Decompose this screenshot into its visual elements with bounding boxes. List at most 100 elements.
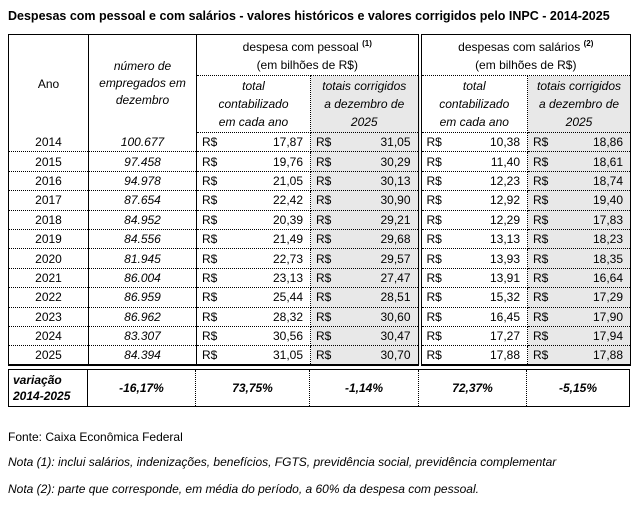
pessoal-corrigido-cell: R$ 30,13 xyxy=(310,171,422,192)
amount-value: 22,73 xyxy=(272,251,303,266)
currency-symbol: R$ xyxy=(533,348,549,363)
amount-value: 18,61 xyxy=(592,154,624,169)
currency-symbol: R$ xyxy=(202,309,218,324)
currency-symbol: R$ xyxy=(533,270,549,285)
salarios-corrigido-cell: R$ 16,64 xyxy=(527,268,631,289)
variation-pessoal-total: 73,75% xyxy=(196,370,310,407)
currency-symbol: R$ xyxy=(426,212,442,227)
note-2: Nota (2): parte que corresponde, em médi… xyxy=(8,481,479,496)
variation-employees: -16,17% xyxy=(88,370,196,407)
employees-cell: 81.945 xyxy=(88,248,197,269)
amount-value: 30,56 xyxy=(272,329,303,344)
table-row: 2014 100.677 R$ 17,87 R$ 31,05 R$ 10,38 R$ 18,86 xyxy=(8,132,631,153)
amount-value: 27,47 xyxy=(380,270,411,285)
currency-symbol: R$ xyxy=(533,154,549,169)
table-row: 2017 87.654 R$ 22,42 R$ 30,90 R$ 12,92 R$ 19,40 xyxy=(8,190,631,211)
table-row: 2024 83.307 R$ 30,56 R$ 30,47 R$ 17,27 R$ 17,94 xyxy=(8,326,631,347)
amount-value: 23,13 xyxy=(272,270,303,285)
currency-symbol: R$ xyxy=(533,193,549,208)
header-employees-line3: dezembro xyxy=(115,93,170,108)
amount-value: 12,92 xyxy=(489,193,521,208)
employees-cell: 100.677 xyxy=(88,132,197,153)
variation-salarios-corrigido: -5,15% xyxy=(558,381,598,396)
amount-value: 17,29 xyxy=(592,290,624,305)
table-title: Despesas com pessoal e com salários - va… xyxy=(8,9,610,23)
header-group-salarios-unit: (em bilhões de R$) xyxy=(475,57,577,72)
amount-value: 30,60 xyxy=(380,309,411,324)
table-row: 2015 97.458 R$ 19,76 R$ 30,29 R$ 11,40 R$ 18,61 xyxy=(8,151,631,172)
currency-symbol: R$ xyxy=(316,232,332,247)
amount-value: 29,68 xyxy=(380,232,411,247)
header-group-pessoal-unit: (em bilhões de R$) xyxy=(256,57,358,72)
amount-value: 31,05 xyxy=(272,348,303,363)
header-group-salarios: despesas com salários (2) (em bilhões de… xyxy=(419,34,631,76)
pessoal-total-cell: R$ 30,56 xyxy=(196,326,311,347)
header-year: Ano xyxy=(8,34,89,133)
expenses-table: Ano número de empregados em dezembro des… xyxy=(8,34,632,367)
currency-symbol: R$ xyxy=(202,154,218,169)
header-pessoal-corrigido: totais corrigidos a dezembro de 2025 xyxy=(310,75,422,133)
pessoal-total-cell: R$ 20,39 xyxy=(196,210,311,230)
variation-pessoal-corrigido: -1,14% xyxy=(310,370,419,407)
salarios-total-cell: R$ 12,29 xyxy=(419,210,529,230)
currency-symbol: R$ xyxy=(202,135,218,150)
employees-cell: 94.978 xyxy=(88,171,197,192)
employees-cell: 97.458 xyxy=(88,151,197,172)
salarios-total-cell: R$ 15,32 xyxy=(419,287,529,308)
table-header: Ano número de empregados em dezembro des… xyxy=(8,34,631,133)
header-employees-line1: número de xyxy=(113,58,172,73)
currency-symbol: R$ xyxy=(426,309,442,324)
header-employees-line2: empregados em xyxy=(99,76,186,91)
pessoal-total-cell: R$ 22,42 xyxy=(196,190,311,211)
variation-row: variação 2014-2025 -16,17% 73,75% -1,14%… xyxy=(8,369,630,408)
amount-value: 17,90 xyxy=(592,309,624,324)
amount-value: 30,13 xyxy=(380,173,411,188)
salarios-corrigido-cell: R$ 18,23 xyxy=(527,229,631,250)
currency-symbol: R$ xyxy=(316,154,332,169)
currency-symbol: R$ xyxy=(316,173,332,188)
salarios-total-cell: R$ 10,38 xyxy=(419,132,529,153)
pessoal-total-cell: R$ 17,87 xyxy=(196,132,311,153)
employees-cell: 86.959 xyxy=(88,287,197,308)
year-cell: 2024 xyxy=(8,326,89,347)
currency-symbol: R$ xyxy=(202,193,218,208)
currency-symbol: R$ xyxy=(426,232,442,247)
year-cell: 2022 xyxy=(8,287,89,308)
currency-symbol: R$ xyxy=(426,135,442,150)
pessoal-total-cell: R$ 22,73 xyxy=(196,248,311,269)
table-row: 2019 84.556 R$ 21,49 R$ 29,68 R$ 13,13 R$ 18,23 xyxy=(8,229,631,250)
employees-cell: 84.394 xyxy=(88,345,197,366)
footnote-ref-1: (1) xyxy=(362,38,372,48)
currency-symbol: R$ xyxy=(533,232,549,247)
salarios-corrigido-cell: R$ 18,86 xyxy=(527,132,631,153)
amount-value: 17,94 xyxy=(592,329,624,344)
amount-value: 25,44 xyxy=(272,290,303,305)
salarios-total-cell: R$ 12,92 xyxy=(419,190,529,211)
pessoal-corrigido-cell: R$ 29,21 xyxy=(310,210,422,230)
year-cell: 2025 xyxy=(8,345,89,366)
currency-symbol: R$ xyxy=(533,135,549,150)
amount-value: 29,21 xyxy=(380,212,411,227)
amount-value: 15,32 xyxy=(489,290,521,305)
pessoal-corrigido-cell: R$ 29,68 xyxy=(310,229,422,250)
amount-value: 31,05 xyxy=(380,135,411,150)
employees-cell: 86.004 xyxy=(88,268,197,289)
currency-symbol: R$ xyxy=(316,212,332,227)
pessoal-corrigido-cell: R$ 30,29 xyxy=(310,151,422,172)
amount-value: 17,88 xyxy=(489,348,521,363)
salarios-corrigido-cell: R$ 17,90 xyxy=(527,307,631,327)
pessoal-total-cell: R$ 23,13 xyxy=(196,268,311,289)
currency-symbol: R$ xyxy=(202,251,218,266)
pessoal-total-cell: R$ 19,76 xyxy=(196,151,311,172)
amount-value: 18,35 xyxy=(592,251,624,266)
salarios-total-cell: R$ 13,93 xyxy=(419,248,529,269)
table-row: 2021 86.004 R$ 23,13 R$ 27,47 R$ 13,91 R$ 16,64 xyxy=(8,268,631,289)
currency-symbol: R$ xyxy=(316,329,332,344)
currency-symbol: R$ xyxy=(202,329,218,344)
amount-value: 13,93 xyxy=(489,251,521,266)
currency-symbol: R$ xyxy=(426,270,442,285)
currency-symbol: R$ xyxy=(316,135,332,150)
currency-symbol: R$ xyxy=(533,251,549,266)
employees-cell: 83.307 xyxy=(88,326,197,347)
